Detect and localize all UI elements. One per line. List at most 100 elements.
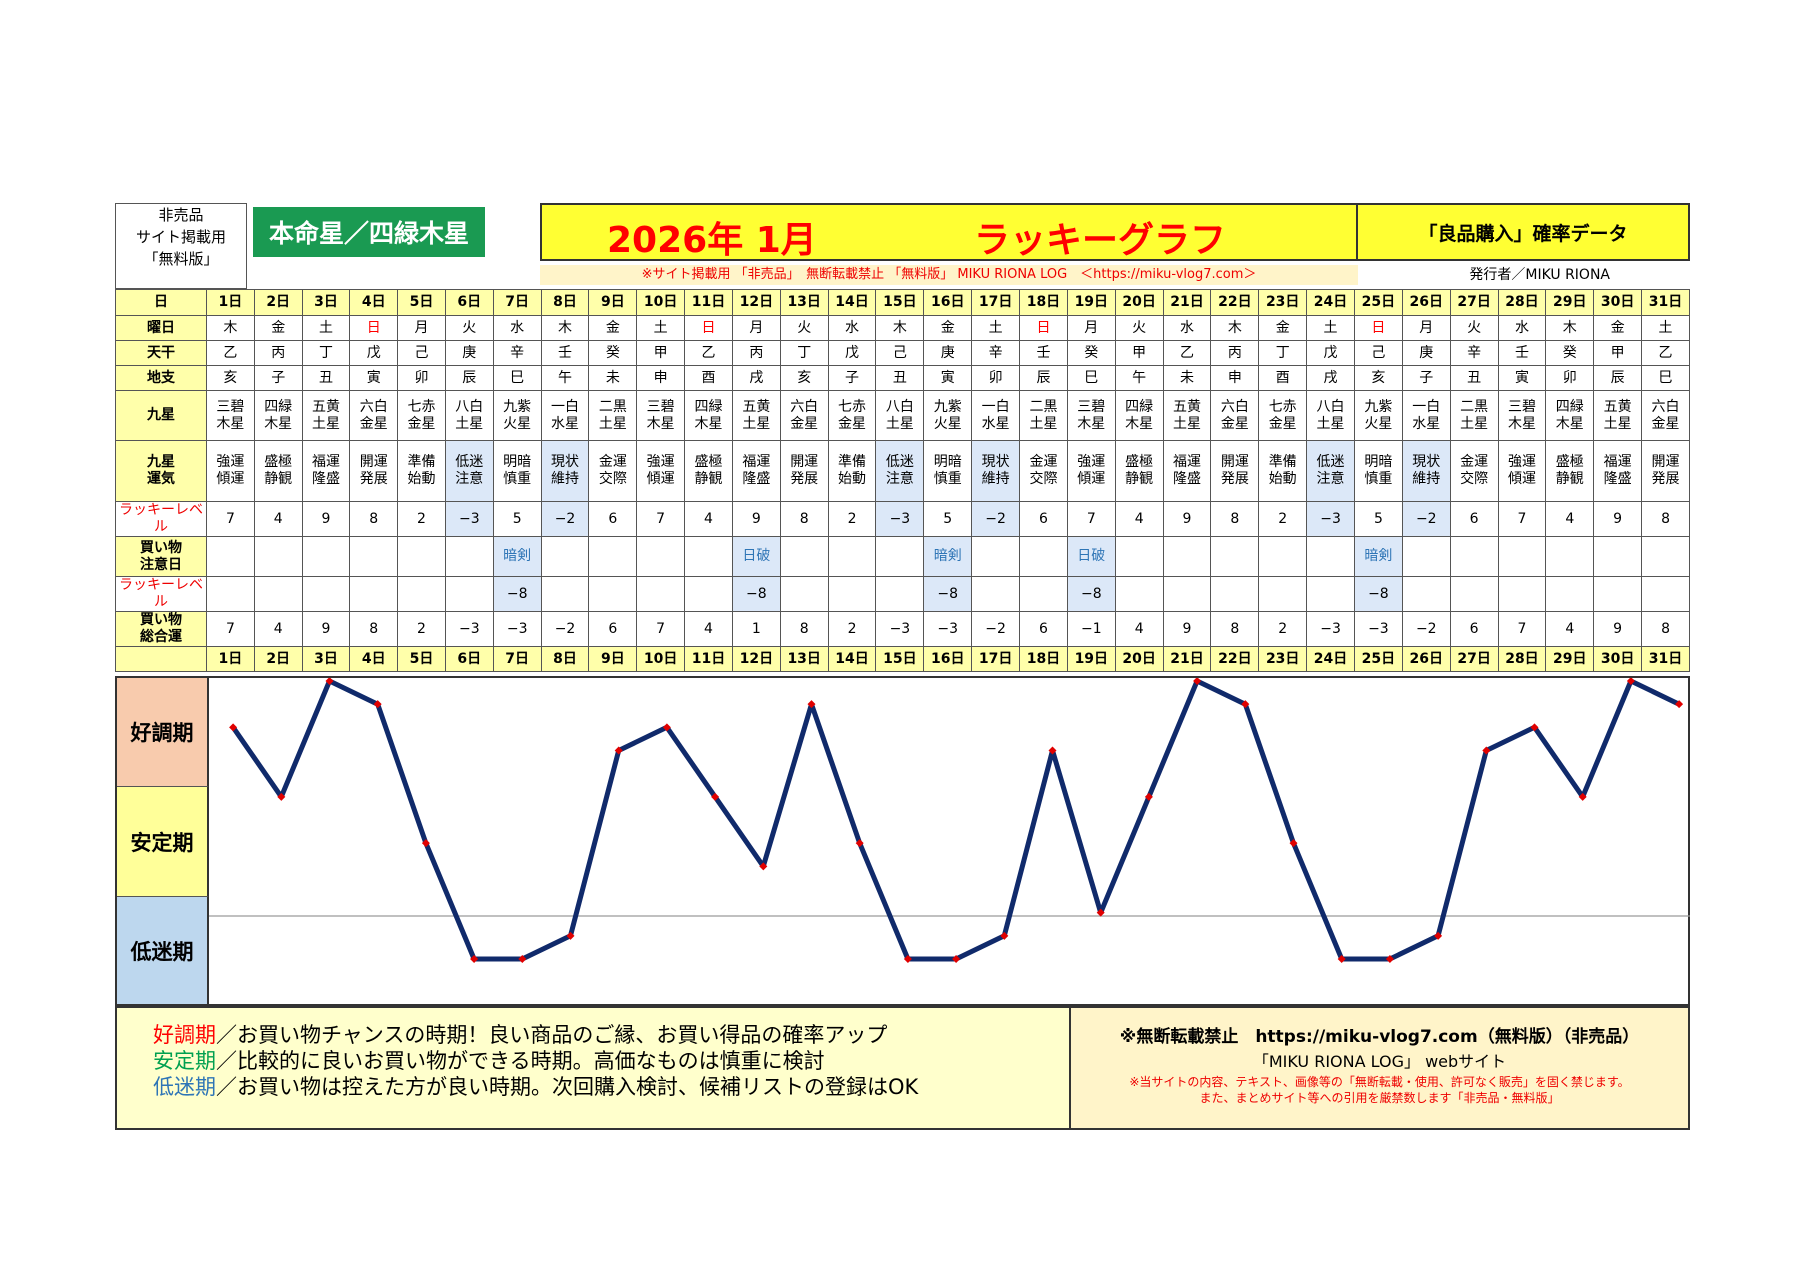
cell-lucky_level: 7 (206, 501, 255, 537)
cell-weekdays: 月 (397, 315, 446, 341)
cell-lucky_level2 (253, 576, 303, 612)
cell-weekdays: 金 (1258, 315, 1308, 341)
cell-lucky_level: −2 (971, 501, 1021, 537)
cell-unki: 開運 発展 (1210, 440, 1260, 502)
cell-days: 3日 (301, 289, 351, 316)
row-tenkan: 天干乙丙丁戊己庚辛壬癸甲乙丙丁戊己庚辛壬癸甲乙丙丁戊己庚辛壬癸甲乙 (114, 340, 1690, 366)
cell-lucky_level2 (540, 576, 590, 612)
cell-days: 6日 (444, 646, 494, 672)
cell-days: 24日 (1306, 289, 1355, 316)
cell-chishi: 子 (1401, 365, 1451, 391)
cell-caution (1114, 536, 1164, 577)
cell-chishi: 子 (827, 365, 877, 391)
cell-total: −3 (923, 611, 973, 647)
cell-days: 19日 (1066, 646, 1116, 672)
cell-kyusei: 四緑 木星 (1545, 390, 1595, 441)
cell-kyusei: 七赤 金星 (1258, 390, 1308, 441)
note-line-3: 「無料版」 (143, 250, 219, 268)
cell-days: 14日 (827, 646, 877, 672)
cell-tenkan: 戊 (349, 340, 399, 366)
cell-lucky_level: 9 (301, 501, 351, 537)
title-month: 2026年 1月 (607, 220, 817, 261)
legend-text: ／比較的に良いお買い物ができる時期。高価なものは慎重に検討 (216, 1049, 825, 1073)
cell-chishi: 亥 (1353, 365, 1403, 391)
cell-days: 3日 (301, 646, 351, 672)
lucky-graph-sheet: 非売品 サイト掲載用 「無料版」 本命星／四緑木星 2026年 1月 ラッキーグ… (114, 203, 1690, 1130)
cell-lucky_level: 7 (1066, 501, 1116, 537)
row-label: ラッキーレベル (114, 501, 208, 537)
cell-lucky_level2 (1449, 576, 1499, 612)
cell-lucky_level2 (1641, 576, 1690, 612)
cell-days: 16日 (923, 289, 973, 316)
cell-lucky_level: 5 (923, 501, 973, 537)
cell-lucky_level: 9 (731, 501, 781, 537)
row-label: 地支 (114, 365, 208, 391)
cell-kyusei: 三碧 木星 (1497, 390, 1547, 441)
cell-chishi: 辰 (1019, 365, 1068, 391)
cell-caution (684, 536, 733, 577)
cell-days: 23日 (1258, 289, 1308, 316)
cell-total: 4 (1545, 611, 1595, 647)
cell-tenkan: 壬 (1019, 340, 1068, 366)
cell-lucky_level2 (1545, 576, 1595, 612)
cell-days: 8日 (540, 289, 590, 316)
data-point (1048, 746, 1057, 755)
cell-caution (875, 536, 925, 577)
data-point (518, 955, 527, 963)
data-point (1144, 792, 1153, 801)
cell-tenkan: 己 (1353, 340, 1403, 366)
cell-lucky_level2 (1210, 576, 1260, 612)
cell-unki: 準備 始動 (1258, 440, 1308, 502)
cell-kyusei: 三碧 木星 (206, 390, 255, 441)
cell-unki: 福運 隆盛 (731, 440, 781, 502)
data-point (1385, 955, 1394, 963)
cell-kyusei: 九紫 火星 (923, 390, 973, 441)
cell-tenkan: 壬 (540, 340, 590, 366)
cell-total: 8 (1210, 611, 1260, 647)
cell-lucky_level: −2 (540, 501, 590, 537)
cell-tenkan: 乙 (206, 340, 255, 366)
cell-days: 4日 (349, 646, 399, 672)
cell-weekdays: 日 (1353, 315, 1403, 341)
cell-days: 30日 (1593, 289, 1643, 316)
cell-tenkan: 甲 (636, 340, 686, 366)
cell-days: 21日 (1162, 646, 1212, 672)
cell-chishi: 辰 (444, 365, 494, 391)
cell-days: 11日 (684, 646, 733, 672)
cell-caution (588, 536, 638, 577)
cell-total: −3 (1353, 611, 1403, 647)
cell-chishi: 巳 (492, 365, 542, 391)
cell-lucky_level2 (349, 576, 399, 612)
cell-kyusei: 六白 金星 (779, 390, 829, 441)
cell-days: 13日 (779, 646, 829, 672)
cell-caution (1258, 536, 1308, 577)
cell-total: 4 (684, 611, 733, 647)
legend-item: 安定期／比較的に良いお買い物ができる時期。高価なものは慎重に検討 (153, 1048, 1069, 1074)
legend-key: 安定期 (153, 1049, 216, 1073)
cell-days: 21日 (1162, 289, 1212, 316)
cell-total: 2 (827, 611, 877, 647)
series-line (231, 678, 1681, 962)
cell-tenkan: 丙 (253, 340, 303, 366)
cell-lucky_level2 (1306, 576, 1355, 612)
cell-total: 4 (253, 611, 303, 647)
cell-weekdays: 火 (1114, 315, 1164, 341)
cell-unki: 金運 交際 (588, 440, 638, 502)
cell-lucky_level: −3 (1306, 501, 1355, 537)
cell-total: 9 (1162, 611, 1212, 647)
cell-chishi: 巳 (1066, 365, 1116, 391)
cell-kyusei: 九紫 火星 (492, 390, 542, 441)
cell-tenkan: 丁 (301, 340, 351, 366)
cell-lucky_level2: −8 (923, 576, 973, 612)
cell-days: 19日 (1066, 289, 1116, 316)
cell-total: −2 (540, 611, 590, 647)
cell-days: 28日 (1497, 646, 1547, 672)
cell-lucky_level: 7 (636, 501, 686, 537)
cell-weekdays: 土 (636, 315, 686, 341)
cell-days: 7日 (492, 646, 542, 672)
cell-days: 7日 (492, 289, 542, 316)
cell-kyusei: 四緑 木星 (1114, 390, 1164, 441)
data-point (325, 678, 334, 685)
legend-box: 好調期／お買い物チャンスの時期！良い商品のご縁、お買い得品の確率アップ 安定期／比… (115, 1006, 1071, 1130)
cell-lucky_level: 4 (1545, 501, 1595, 537)
